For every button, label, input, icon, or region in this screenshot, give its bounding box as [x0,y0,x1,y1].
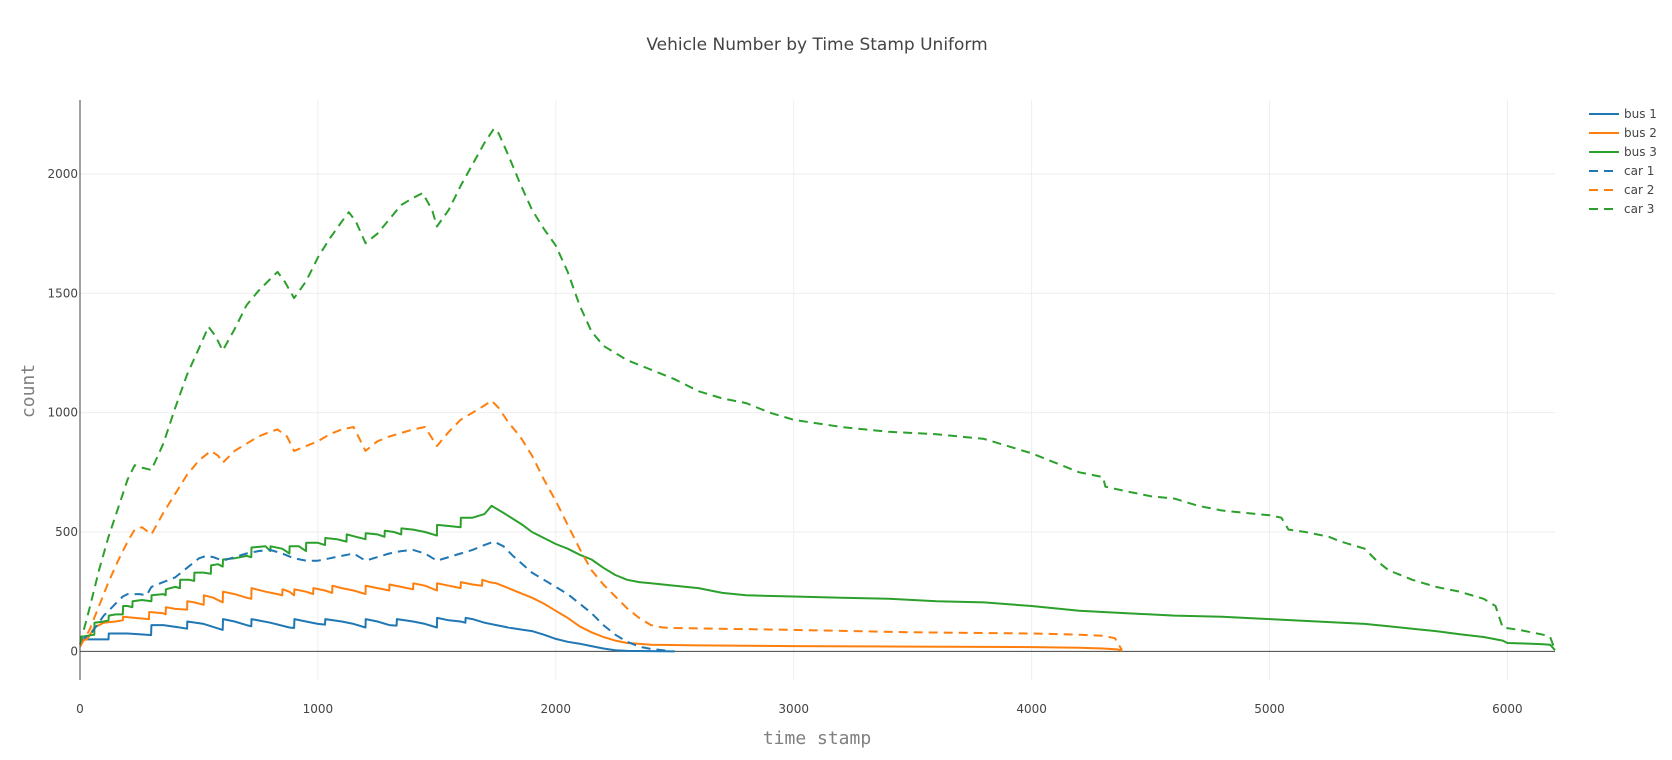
legend-label: bus 3 [1624,145,1657,159]
legend-item-car-1[interactable]: car 1 [1589,164,1654,178]
x-tick-label: 3000 [778,702,809,716]
legend-label: bus 1 [1624,107,1657,121]
y-tick-label: 2000 [47,167,78,181]
legend: bus 1 bus 2 bus 3 car 1 car 2 car 3 [1589,107,1657,216]
x-tick-label: 5000 [1254,702,1285,716]
series-line-bus-2 [79,578,1123,652]
chart-title: Vehicle Number by Time Stamp Uniform [646,35,987,55]
gridlines [80,100,1555,680]
y-tick-label: 1000 [47,406,78,420]
x-axis-title: time stamp [763,728,871,749]
legend-label: car 2 [1624,183,1654,197]
legend-item-car-2[interactable]: car 2 [1589,183,1654,197]
series-line-car-2 [79,399,1123,651]
legend-label: car 3 [1624,202,1654,216]
legend-item-car-3[interactable]: car 3 [1589,202,1654,216]
x-tick-label: 1000 [303,702,334,716]
x-tick-label: 4000 [1016,702,1047,716]
x-tick-label: 0 [76,702,84,716]
y-tick-label: 1500 [47,286,78,300]
series-lines [79,127,1556,653]
series-line-car-1 [79,540,671,652]
series-line-bus-1 [80,616,675,653]
series-line-car-3 [79,127,1556,651]
legend-item-bus-2[interactable]: bus 2 [1589,126,1657,140]
y-tick-label: 0 [70,644,78,658]
x-axis-ticks: 0 1000 2000 3000 4000 5000 6000 [76,702,1523,716]
legend-item-bus-1[interactable]: bus 1 [1589,107,1657,121]
x-tick-label: 6000 [1492,702,1523,716]
series-line-bus-3 [79,504,1556,651]
legend-label: car 1 [1624,164,1654,178]
y-axis-title: count [18,364,39,418]
x-tick-label: 2000 [541,702,572,716]
y-tick-label: 500 [55,525,78,539]
legend-label: bus 2 [1624,126,1657,140]
legend-item-bus-3[interactable]: bus 3 [1589,145,1657,159]
y-axis-ticks: 0 500 1000 1500 2000 [47,167,78,658]
